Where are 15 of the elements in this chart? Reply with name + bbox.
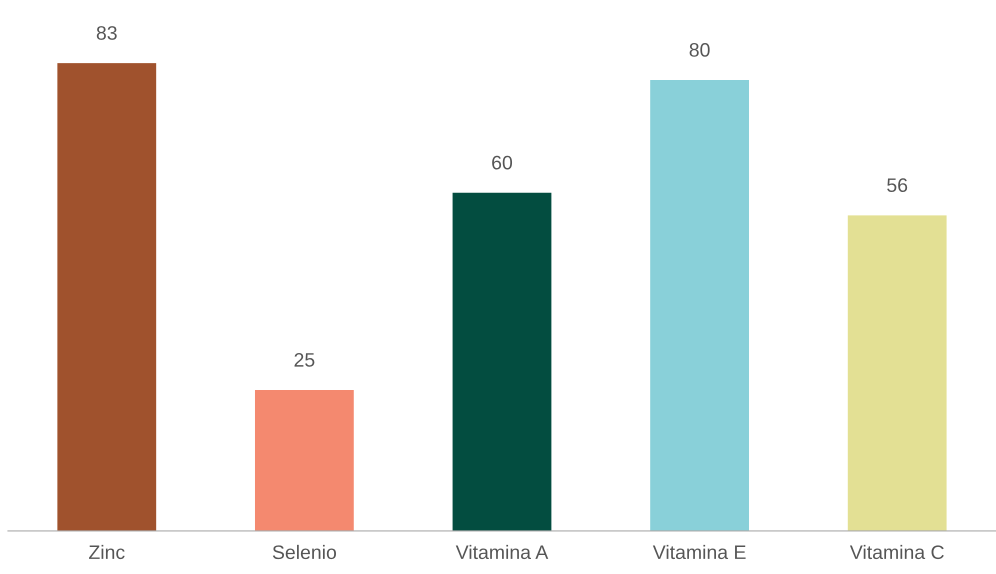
- x-tick-label: Vitamina C: [850, 544, 944, 560]
- data-label: 60: [492, 156, 512, 170]
- bar: [57, 63, 156, 531]
- bar: [848, 215, 947, 531]
- data-label: 25: [294, 352, 314, 367]
- bar: [650, 80, 749, 531]
- x-tick-label: Vitamina E: [652, 544, 746, 560]
- data-label: 56: [887, 178, 908, 192]
- x-tick-label: Selenio: [272, 544, 336, 560]
- data-label: 83: [96, 26, 117, 40]
- x-tick-label: Zinc: [89, 544, 125, 560]
- x-tick-label: Vitamina A: [456, 544, 548, 560]
- bar: [254, 390, 354, 531]
- bar: [452, 192, 552, 531]
- data-label: 80: [690, 43, 710, 57]
